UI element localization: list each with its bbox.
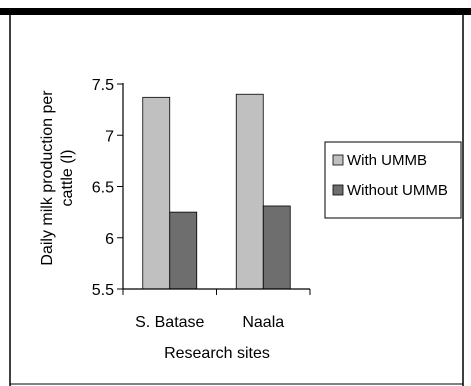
y-tick-label: 6.5 [92, 180, 114, 197]
legend: With UMMB Without UMMB [324, 141, 462, 219]
bar-without-ummb-1 [262, 205, 291, 290]
legend-label-0: With UMMB [347, 152, 427, 169]
x-axis-title: Research sites [164, 345, 270, 362]
header-bar [0, 8, 471, 15]
y-tick-label: 7.5 [92, 77, 114, 94]
bar-without-ummb-0 [169, 211, 198, 290]
legend-label-1: Without UMMB [347, 182, 448, 199]
bar-with-ummb-1 [235, 93, 264, 290]
y-tick-label: 5.5 [92, 282, 114, 299]
plot-area: 5.5 6 6.5 7 7.5 S. Batase Naala [92, 77, 311, 331]
y-axis-title-line2: cattle (l) [59, 150, 76, 207]
x-tick-label: Naala [242, 314, 284, 331]
bar-with-ummb-0 [142, 96, 171, 290]
y-axis-title-line1: Daily milk production per [39, 90, 56, 266]
y-tick-label: 6 [105, 231, 114, 248]
x-tick-label: S. Batase [135, 314, 204, 331]
y-tick-label: 7 [105, 128, 114, 145]
legend-swatch-1 [332, 184, 344, 196]
legend-swatch-0 [332, 154, 344, 166]
legend-box [324, 141, 462, 219]
